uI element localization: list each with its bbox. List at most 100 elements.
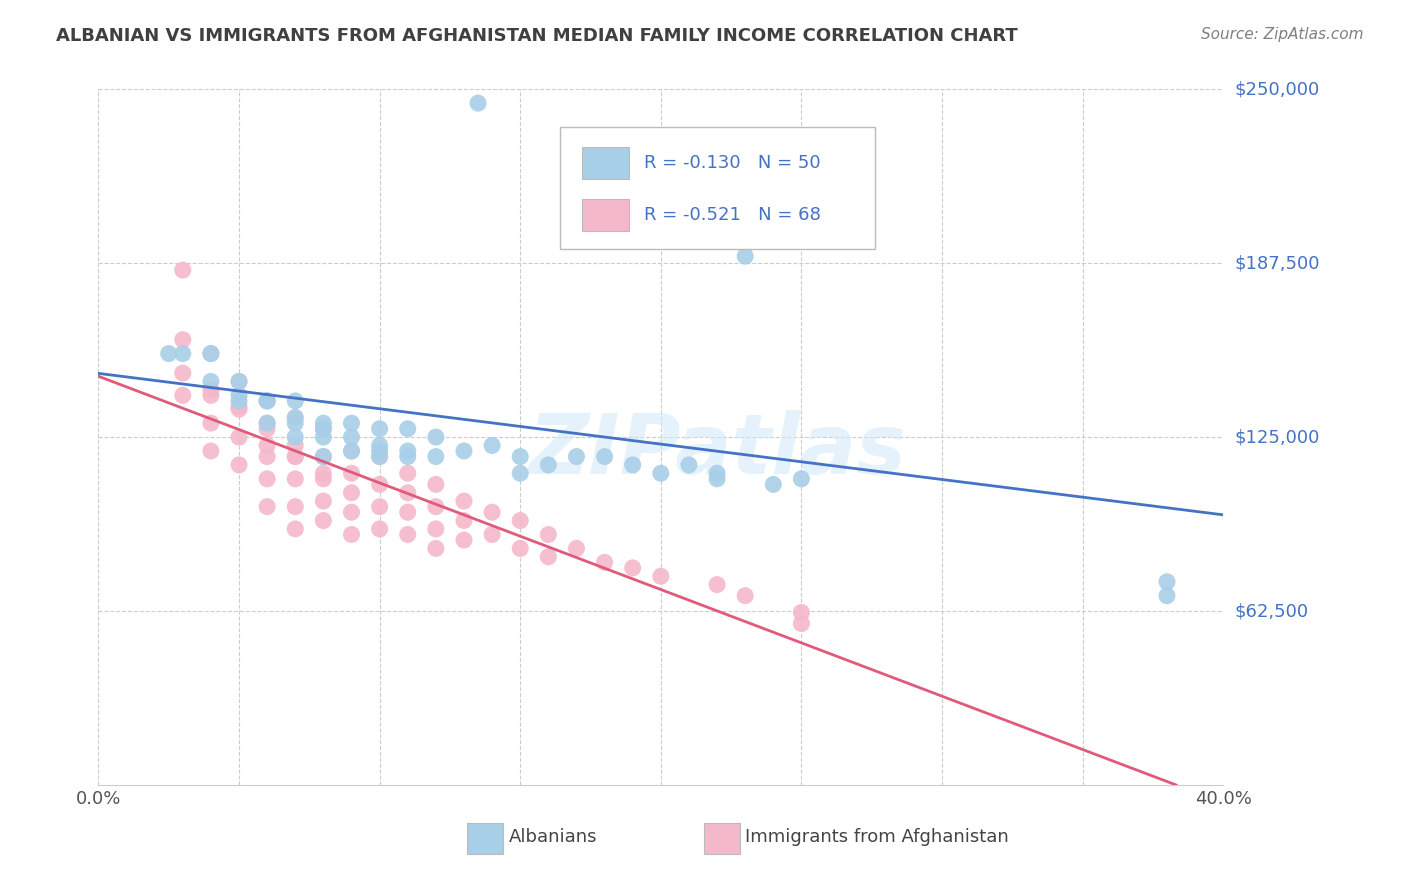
Point <box>200 444 222 458</box>
FancyBboxPatch shape <box>560 128 875 249</box>
Point <box>678 458 700 472</box>
Point <box>509 450 531 464</box>
Point <box>790 472 813 486</box>
Text: R = -0.130   N = 50: R = -0.130 N = 50 <box>644 154 821 172</box>
Point <box>425 477 447 491</box>
Point <box>172 346 194 360</box>
Point <box>706 472 728 486</box>
Point <box>312 416 335 430</box>
Point <box>172 263 194 277</box>
Point <box>467 68 489 82</box>
Point <box>509 514 531 528</box>
Point <box>425 541 447 556</box>
Point <box>340 444 363 458</box>
Point <box>368 500 391 514</box>
Point <box>368 438 391 452</box>
Text: Albanians: Albanians <box>509 828 598 847</box>
Text: $125,000: $125,000 <box>1234 428 1320 446</box>
Point <box>340 527 363 541</box>
Point <box>312 472 335 486</box>
Text: $62,500: $62,500 <box>1234 602 1309 620</box>
Point <box>284 430 307 444</box>
Point <box>284 472 307 486</box>
Point <box>467 96 489 111</box>
Point <box>256 438 278 452</box>
Point <box>621 458 644 472</box>
Point <box>172 333 194 347</box>
Point <box>509 467 531 481</box>
Point <box>396 467 419 481</box>
Point <box>481 438 503 452</box>
Point <box>284 450 307 464</box>
Point <box>565 541 588 556</box>
Point <box>368 422 391 436</box>
Point <box>228 388 250 402</box>
Point <box>396 527 419 541</box>
Point <box>284 438 307 452</box>
Point <box>368 522 391 536</box>
Point <box>368 450 391 464</box>
Point <box>790 606 813 620</box>
Point <box>734 249 756 263</box>
Point <box>340 444 363 458</box>
Point <box>453 494 475 508</box>
Point <box>621 561 644 575</box>
Point <box>396 450 419 464</box>
Point <box>650 467 672 481</box>
Point <box>284 410 307 425</box>
Point <box>706 467 728 481</box>
Point <box>396 485 419 500</box>
Point <box>1156 589 1178 603</box>
Point <box>228 393 250 408</box>
Point <box>172 366 194 380</box>
Point <box>368 477 391 491</box>
Point <box>1156 574 1178 589</box>
Point <box>396 422 419 436</box>
Point <box>453 444 475 458</box>
Point <box>256 422 278 436</box>
FancyBboxPatch shape <box>467 823 503 854</box>
Point <box>256 450 278 464</box>
Point <box>256 472 278 486</box>
Point <box>340 416 363 430</box>
Point <box>650 569 672 583</box>
Point <box>200 346 222 360</box>
Text: ZIPatlas: ZIPatlas <box>529 410 905 491</box>
Point <box>200 416 222 430</box>
Point <box>312 430 335 444</box>
Point <box>453 514 475 528</box>
Point <box>284 450 307 464</box>
Point <box>368 444 391 458</box>
Point <box>284 410 307 425</box>
Point <box>593 555 616 569</box>
Point <box>312 494 335 508</box>
Point <box>312 450 335 464</box>
Point <box>256 416 278 430</box>
Point <box>340 467 363 481</box>
Point <box>312 450 335 464</box>
Point <box>425 500 447 514</box>
Point <box>200 383 222 397</box>
Point <box>340 505 363 519</box>
Point <box>396 444 419 458</box>
Point <box>790 616 813 631</box>
Point <box>228 430 250 444</box>
Text: $187,500: $187,500 <box>1234 254 1320 272</box>
Point <box>312 422 335 436</box>
Point <box>284 416 307 430</box>
Point <box>481 527 503 541</box>
Point <box>537 527 560 541</box>
FancyBboxPatch shape <box>703 823 740 854</box>
Point <box>284 522 307 536</box>
Point <box>312 467 335 481</box>
Point <box>312 422 335 436</box>
Point <box>228 402 250 417</box>
Point <box>425 522 447 536</box>
Text: Immigrants from Afghanistan: Immigrants from Afghanistan <box>745 828 1010 847</box>
Point <box>593 450 616 464</box>
Point <box>228 400 250 414</box>
Point <box>256 393 278 408</box>
Point <box>157 346 180 360</box>
Point <box>368 450 391 464</box>
Point <box>312 514 335 528</box>
